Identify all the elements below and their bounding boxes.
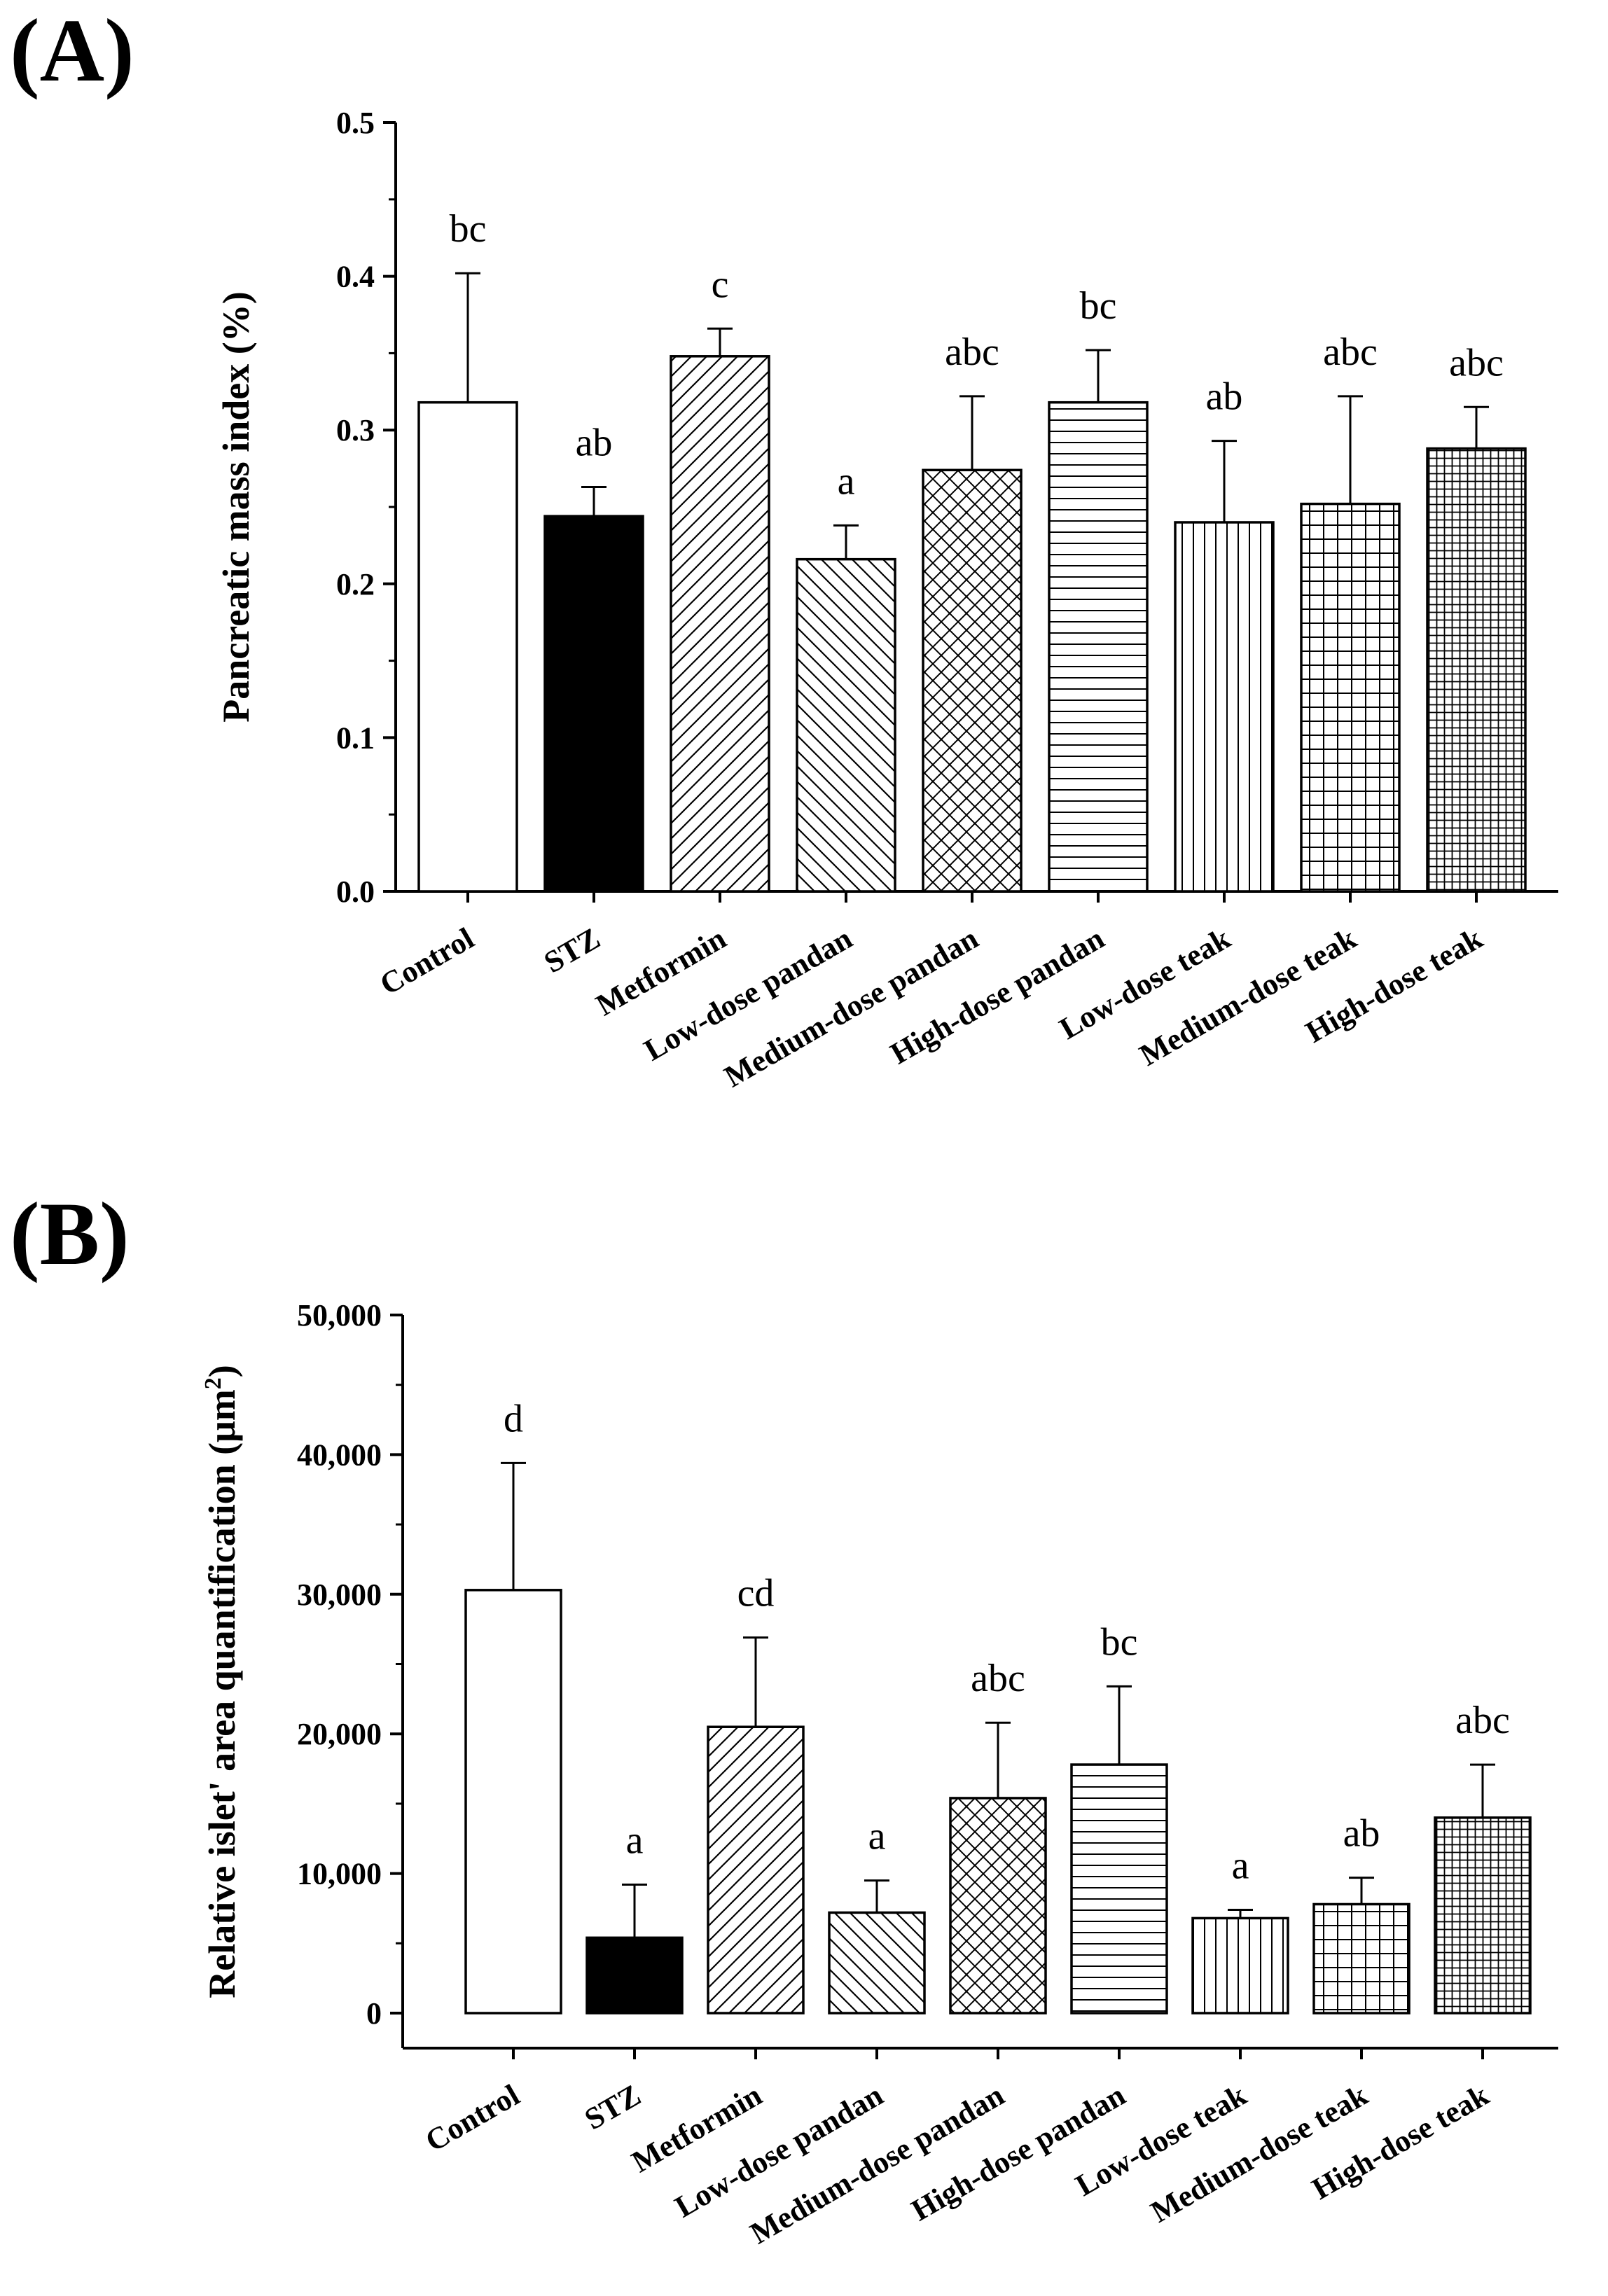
bar [417, 401, 518, 893]
significance-label: a [626, 1819, 644, 1863]
significance-label: ab [576, 421, 613, 464]
significance-label: ab [1206, 375, 1243, 419]
chart-a: 0.0 0.1 0.2 0.3 0.4 0.5 Pancreatic mass index … [215, 106, 1558, 1094]
x-category-label: Medium-dose teak [1145, 2078, 1374, 2229]
x-category-label: STZ [538, 921, 606, 980]
panel-a-label: (A) [10, 1, 134, 100]
y-tick-label: 40,000 [297, 1438, 382, 1472]
significance-label: ab [1343, 1812, 1380, 1856]
bar [1191, 1916, 1289, 2015]
bar [1174, 521, 1275, 893]
bar [1070, 1763, 1168, 2015]
y-tick-label: 0.1 [336, 721, 375, 755]
x-category-label: Low-dose pandan [638, 921, 858, 1067]
significance-label: abc [1449, 341, 1504, 384]
significance-label: a [1232, 1844, 1249, 1887]
x-category-label: High-dose pandan [906, 2078, 1131, 2227]
significance-label: abc [945, 331, 999, 374]
significance-label: bc [1080, 284, 1117, 328]
bar [1300, 502, 1401, 893]
significance-label: abc [1323, 331, 1378, 374]
y-tick-label: 20,000 [297, 1717, 382, 1751]
x-category-label: STZ [578, 2078, 646, 2136]
significance-label: c [712, 263, 729, 306]
bar [707, 1725, 805, 2015]
chart-b: 0 10,000 20,000 30,000 40,000 50,000 Relative … [200, 1298, 1558, 2250]
y-tick-label: 0.5 [336, 106, 375, 140]
bar [464, 1589, 562, 2015]
bar [1048, 401, 1149, 893]
significance-label: cd [737, 1572, 775, 1615]
bar [796, 557, 896, 893]
bar [1312, 1902, 1411, 2015]
y-tick-label: 0.4 [336, 260, 375, 294]
x-category-label: Control [374, 921, 480, 1001]
x-category-label: High-dose pandan [885, 921, 1110, 1071]
x-category-label: Medium-dose teak [1134, 921, 1363, 1073]
bar [1426, 447, 1527, 893]
significance-label: a [868, 1815, 886, 1858]
y-axis-title: Relative islet' area quantification (μm2… [200, 1365, 243, 1998]
significance-label: abc [1455, 1699, 1510, 1742]
x-category-label: Control [420, 2078, 525, 2158]
panel-b-label: (B) [10, 1184, 130, 1283]
y-tick-label: 0.0 [336, 875, 375, 909]
y-tick-label: 0.3 [336, 413, 375, 447]
bar [1434, 1816, 1532, 2015]
y-tick-label: 0 [366, 1996, 382, 2031]
significance-label: d [504, 1397, 523, 1440]
bar [543, 515, 644, 893]
bar [670, 355, 770, 893]
bar [585, 1936, 684, 2015]
y-tick-label: 10,000 [297, 1857, 382, 1891]
significance-label: bc [450, 207, 487, 251]
bar [922, 468, 1023, 893]
significance-label: a [838, 459, 855, 503]
significance-label: bc [1101, 1620, 1138, 1664]
bar [828, 1911, 926, 2015]
significance-label: abc [971, 1657, 1025, 1700]
bar [949, 1797, 1047, 2015]
y-axis-title: Pancreatic mass index (%) [215, 291, 257, 722]
y-tick-label: 50,000 [297, 1298, 382, 1333]
y-tick-label: 30,000 [297, 1578, 382, 1612]
y-tick-label: 0.2 [336, 567, 375, 601]
